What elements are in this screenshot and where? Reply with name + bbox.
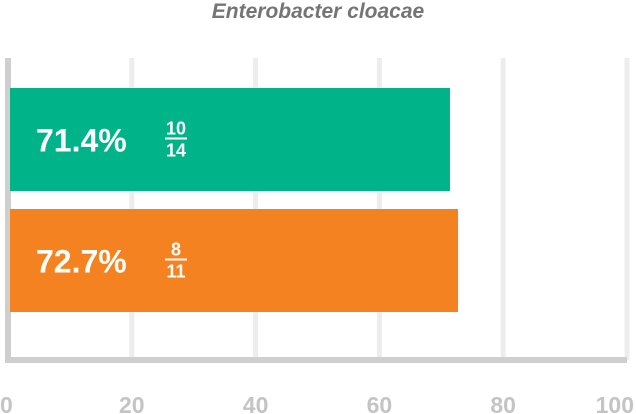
fraction-numerator: 10 bbox=[166, 119, 186, 139]
fraction-numerator: 8 bbox=[171, 240, 181, 260]
x-tick-label: 80 bbox=[490, 392, 516, 414]
x-tick-label: 0 bbox=[0, 392, 13, 414]
x-tick-labels: 0 20 40 60 80 100 bbox=[0, 392, 634, 414]
chart-title: Enterobacter cloacae bbox=[212, 0, 425, 23]
bar-value-label: 72.7% bbox=[36, 244, 127, 280]
x-tick-label: 60 bbox=[367, 392, 393, 414]
fraction-denominator: 14 bbox=[166, 141, 186, 161]
x-tick-label: 20 bbox=[119, 392, 145, 414]
axes bbox=[5, 58, 627, 363]
fraction-denominator: 11 bbox=[166, 262, 185, 282]
bar bbox=[10, 88, 450, 191]
bar bbox=[10, 209, 459, 312]
x-tick-label: 100 bbox=[596, 392, 634, 414]
bar-group: 72.7% 811 bbox=[10, 209, 459, 312]
bar-value-label: 71.4% bbox=[36, 123, 127, 159]
x-tick-label: 40 bbox=[243, 392, 269, 414]
